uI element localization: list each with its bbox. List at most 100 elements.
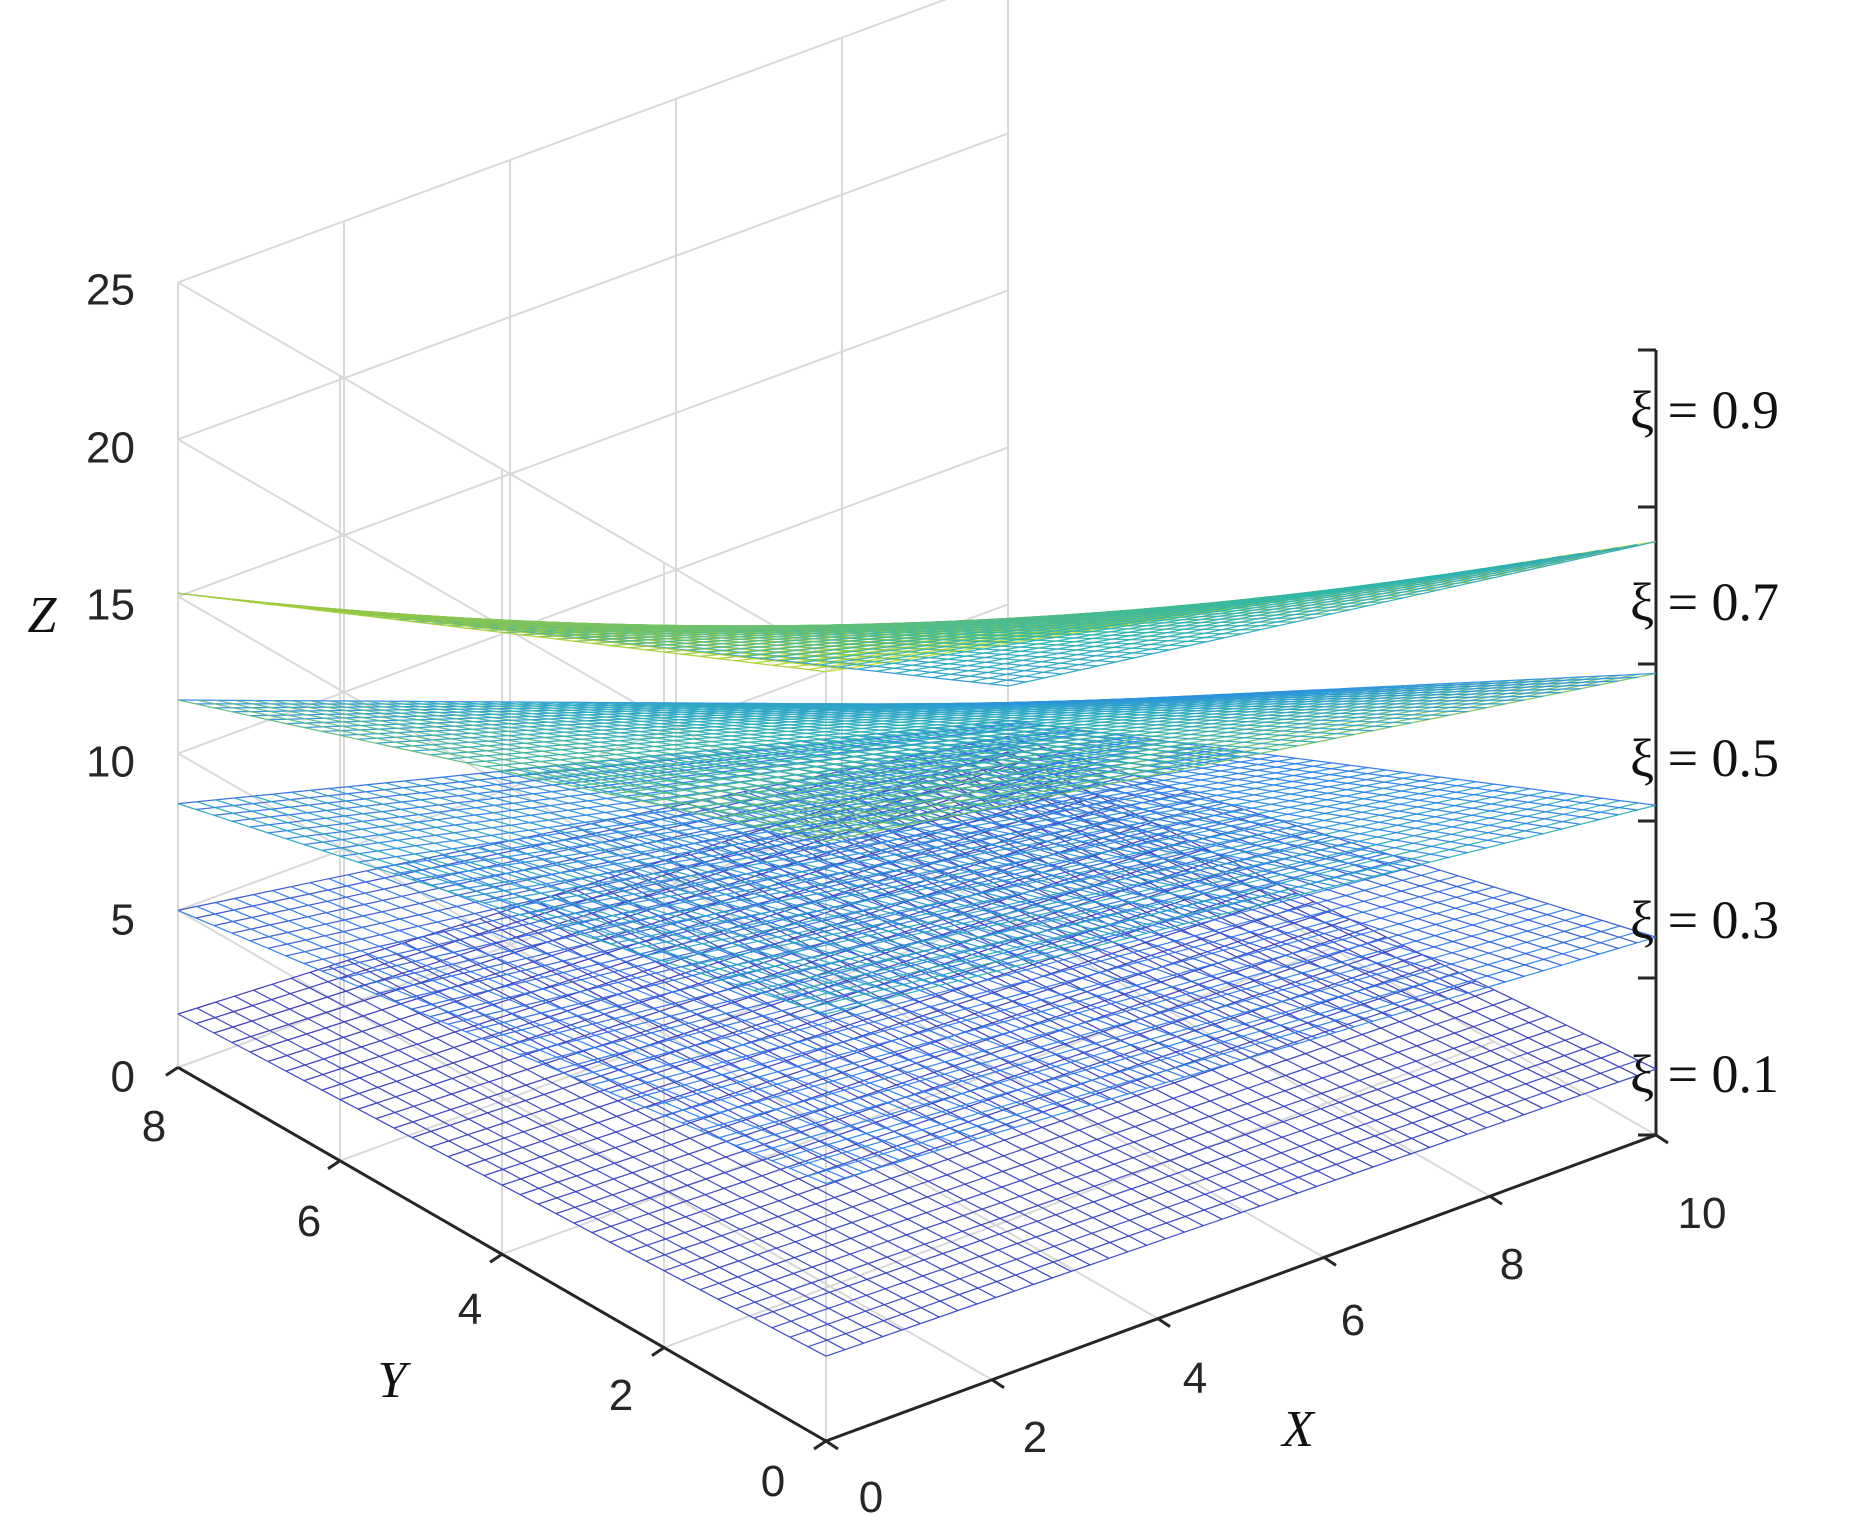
y-axis-label: Y <box>378 1352 412 1409</box>
surface-mesh-line <box>234 699 883 831</box>
surface-mesh-line <box>706 702 1355 736</box>
surface-mesh-line <box>291 700 940 820</box>
series-label-xi-03: ξ = 0.3 <box>1630 890 1779 950</box>
y-tick-label: 0 <box>761 1457 785 1506</box>
x-tick-label: 0 <box>859 1473 883 1522</box>
z-tick-label: 10 <box>86 738 135 787</box>
surface-mesh-line <box>894 731 1543 835</box>
surface-mesh-line <box>517 701 1166 774</box>
surface-mesh-line <box>649 810 1298 1045</box>
x-tick-label: 4 <box>1183 1354 1207 1403</box>
surface-mesh-line <box>442 700 1091 789</box>
surface-mesh-line <box>309 971 959 1312</box>
surface-mesh-line <box>385 700 1034 800</box>
surface-mesh-line <box>272 793 921 991</box>
surface-mesh-line <box>724 840 1374 1168</box>
surface-mesh-line <box>1007 540 1657 687</box>
surface-mesh-line <box>592 701 1242 758</box>
surface-mesh-line <box>234 897 883 1168</box>
z-tick-label: 5 <box>111 896 135 945</box>
surface-mesh-line <box>856 799 1506 1122</box>
surface-mesh-line <box>630 702 1279 751</box>
grid-line <box>177 289 1009 598</box>
surface-mesh-line <box>800 816 1449 1142</box>
grid-line <box>177 132 1009 441</box>
y-tick-mark <box>327 1159 341 1171</box>
surface-mesh-line <box>253 989 902 1331</box>
surface-mesh-line <box>781 783 1430 1005</box>
surface-mesh-line <box>253 699 902 827</box>
surface-mesh-line <box>366 953 1015 1292</box>
surface-mesh-line <box>781 742 1430 863</box>
surface-mesh-line <box>668 702 1317 743</box>
surface-mesh-line <box>366 700 1015 804</box>
surface-mesh-line <box>819 703 1468 713</box>
surface-mesh-line <box>460 924 1110 1259</box>
x-tick-label: 6 <box>1341 1296 1365 1345</box>
surface-mesh-line <box>460 774 1110 944</box>
surface-mesh-line <box>234 797 883 1001</box>
surface-mesh-line <box>347 700 996 808</box>
surface-mesh-line <box>668 806 1317 1039</box>
surface-mesh-line <box>988 543 1638 685</box>
surface-mesh-line <box>573 763 1223 916</box>
x-tick-mark <box>991 1378 1005 1390</box>
x-tick-label: 2 <box>1023 1413 1047 1462</box>
surface-mesh-line <box>196 801 846 1010</box>
surface-mesh-line <box>875 733 1525 840</box>
surface-mesh-line <box>177 699 827 842</box>
surface-mesh-line <box>498 701 1147 778</box>
surface-mesh-line <box>196 594 845 670</box>
surface-mesh-line <box>385 947 1034 1285</box>
surface-mesh-line <box>328 700 978 812</box>
surface-mesh-line <box>291 791 940 987</box>
surface-mesh-line <box>932 751 1581 961</box>
surface-mesh-line <box>800 740 1449 859</box>
surface-mesh-line <box>838 736 1487 849</box>
y-tick-label: 6 <box>297 1197 321 1246</box>
surface-mesh-line <box>328 878 978 1140</box>
surface-mesh-line <box>517 769 1166 930</box>
x-tick-label: 8 <box>1500 1240 1524 1289</box>
series-label-xi-01: ξ = 0.1 <box>1630 1044 1779 1104</box>
y-tick-mark <box>489 1252 503 1264</box>
surface-mesh-line <box>215 799 864 1006</box>
surface-mesh-line <box>856 767 1506 983</box>
surface-mesh-line <box>328 787 978 977</box>
surface-mesh-line <box>555 701 1204 766</box>
surface-mesh-line <box>422 858 1072 1112</box>
x-axis-label: X <box>1280 1401 1316 1458</box>
surface-mesh-line <box>404 862 1053 1117</box>
surface-mesh-line <box>253 795 902 996</box>
z-axis-label: Z <box>28 587 58 644</box>
surface-mesh-line <box>649 864 1298 1194</box>
surface-mesh-line <box>347 874 997 1134</box>
surface-mesh-line <box>215 901 864 1173</box>
surface-mesh-line <box>611 701 1260 755</box>
surface-mesh-line <box>743 702 1392 728</box>
surface-mesh-line <box>234 995 883 1338</box>
surface-mesh-line <box>724 702 1374 732</box>
surface-mesh-line <box>479 918 1129 1253</box>
surface-mesh-line <box>611 876 1261 1207</box>
surface-mesh-line <box>894 558 1543 675</box>
surface-mesh-line <box>177 592 827 673</box>
surface-mesh-line <box>800 703 1449 717</box>
surface-mesh-line <box>272 890 921 1157</box>
y-tick-mark <box>165 1066 179 1077</box>
surface-mesh-line <box>196 1007 846 1351</box>
surface-mesh-line <box>366 784 1015 968</box>
surface-mesh-line <box>215 699 864 835</box>
series-label-layer: ξ = 0.9 ξ = 0.7 ξ = 0.5 ξ = 0.3 ξ = 0.1 <box>1630 380 1779 1104</box>
surface-mesh-line <box>309 700 959 816</box>
surface-mesh-line <box>290 977 940 1318</box>
surface-mesh-line <box>856 735 1506 844</box>
surface-mesh-line <box>385 866 1034 1123</box>
surface-mesh-line <box>951 549 1600 681</box>
surface-mesh-line <box>272 699 921 823</box>
surface-mesh-line <box>498 770 1147 934</box>
series-label-xi-09: ξ = 0.9 <box>1630 380 1779 440</box>
surface-mesh-line <box>404 780 1053 958</box>
